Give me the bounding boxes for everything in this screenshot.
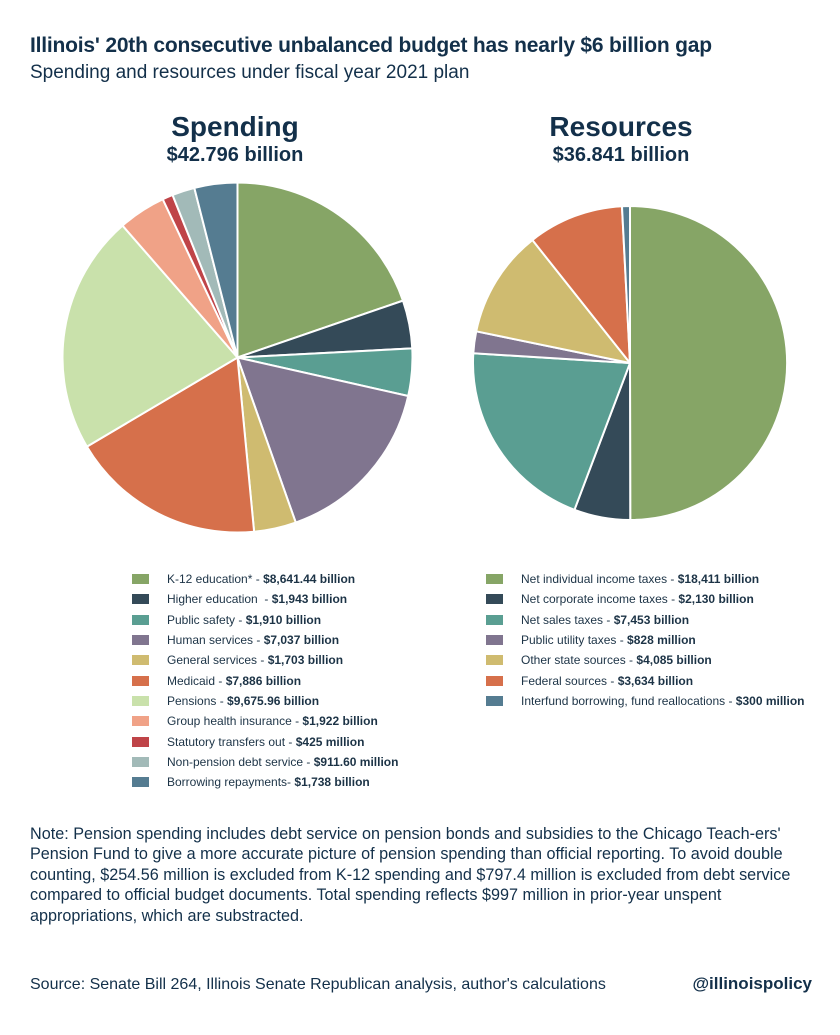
legend-value: $425 million: [295, 734, 365, 749]
spending-legend-item-pensions: Pensions - $9,675.96 billion: [132, 691, 398, 711]
legend-swatch: [132, 614, 149, 625]
spending-slice-k-12-education: [236, 181, 404, 359]
chart-title: Illinois' 20th consecutive unbalanced bu…: [30, 34, 712, 57]
legend-value: $1,703 billion: [267, 653, 344, 668]
resources-slice-interfund-borrowing-fund-reallocations: [620, 205, 631, 364]
legend-value: $828 million: [627, 633, 696, 648]
legend-label: Pensions -: [167, 693, 228, 708]
source-line: Source: Senate Bill 264, Illinois Senate…: [30, 976, 606, 993]
legend-label: Net sales taxes -: [521, 612, 614, 627]
legend-label: Net individual income taxes -: [521, 572, 678, 587]
spending-header: Spending $42.796 billion: [85, 112, 385, 168]
legend-label: K-12 education* -: [167, 572, 264, 587]
spending-legend: K-12 education* - $8,641.44 billion Highe…: [132, 569, 398, 792]
resources-legend-item-net-corporate-income-taxes: Net corporate income taxes - $2,130 bill…: [486, 589, 805, 609]
spending-slice-human-services: [236, 356, 410, 524]
resources-legend-item-federal-sources: Federal sources - $3,634 billion: [486, 670, 805, 690]
legend-swatch: [486, 594, 503, 605]
legend-value: $2,130 billion: [678, 592, 754, 607]
legend-swatch: [486, 614, 503, 625]
spending-legend-item-group-health-insurance: Group health insurance - $1,922 billion: [132, 711, 398, 731]
spending-pie-chart: [61, 181, 414, 534]
legend-swatch: [132, 756, 149, 767]
legend-label: Federal sources -: [521, 673, 618, 688]
resources-total: $36.841 billion: [552, 144, 690, 166]
resources-legend: Net individual income taxes - $18,411 bi…: [486, 569, 805, 711]
resources-header: Resources $36.841 billion: [471, 112, 771, 168]
legend-value: $8,641.44 billion: [263, 572, 356, 587]
legend-value: $4,085 billion: [636, 653, 712, 668]
legend-label: Borrowing repayments-: [167, 775, 295, 790]
spending-slice-pensions: [61, 224, 239, 448]
legend-label: Non-pension debt service -: [167, 754, 314, 769]
legend-label: Statutory transfers out -: [167, 734, 296, 749]
resources-slice-federal-sources: [531, 205, 631, 364]
spending-legend-item-human-services: Human services - $7,037 billion: [132, 630, 398, 650]
legend-value: $1,738 billion: [294, 775, 370, 790]
resources-slice-other-state-sources: [475, 239, 631, 364]
legend-label: Higher education -: [167, 592, 272, 607]
resources-slice-net-individual-income-taxes: [629, 205, 789, 521]
legend-value: $911.60 million: [313, 754, 399, 769]
resources-legend-item-interfund-borrowing-fund-reallocations: Interfund borrowing, fund reallocations …: [486, 691, 805, 711]
spending-legend-item-k-12-education: K-12 education* - $8,641.44 billion: [132, 569, 398, 589]
legend-swatch: [132, 777, 149, 788]
legend-value: $18,411 billion: [677, 572, 760, 587]
social-handle: @illinoispolicy: [692, 974, 812, 993]
legend-swatch: [486, 635, 503, 646]
spending-slice-borrowing-repayments: [193, 181, 239, 359]
legend-value: $9,675.96 billion: [227, 693, 320, 708]
spending-slice-medicaid: [85, 356, 256, 534]
resources-pie-chart: [471, 205, 789, 522]
legend-label: Net corporate income taxes -: [521, 592, 679, 607]
legend-swatch: [132, 675, 149, 686]
legend-label: Interfund borrowing, fund reallocations …: [521, 693, 736, 708]
legend-swatch: [486, 655, 503, 666]
resources-legend-item-net-sales-taxes: Net sales taxes - $7,453 billion: [486, 610, 805, 630]
legend-label: General services -: [167, 653, 268, 668]
legend-value: $7,886 billion: [225, 673, 302, 688]
legend-swatch: [132, 716, 149, 727]
resources-title: Resources: [549, 111, 693, 142]
spending-legend-item-general-services: General services - $1,703 billion: [132, 650, 398, 670]
footnote: Note: Pension spending includes debt ser…: [30, 825, 791, 925]
spending-legend-item-non-pension-debt-service: Non-pension debt service - $911.60 milli…: [132, 752, 398, 772]
legend-value: $3,634 billion: [617, 673, 694, 688]
legend-swatch: [486, 574, 503, 585]
legend-label: Medicaid -: [167, 673, 226, 688]
spending-legend-item-borrowing-repayments: Borrowing repayments- $1,738 billion: [132, 772, 398, 792]
resources-legend-item-other-state-sources: Other state sources - $4,085 billion: [486, 650, 805, 670]
legend-swatch: [486, 695, 503, 706]
legend-swatch: [132, 635, 149, 646]
legend-swatch: [132, 695, 149, 706]
legend-swatch: [132, 594, 149, 605]
spending-legend-item-higher-education: Higher education - $1,943 billion: [132, 589, 398, 609]
legend-value: $7,453 billion: [613, 612, 690, 627]
resources-slice-net-sales-taxes: [471, 352, 631, 511]
legend-value: $300 million: [735, 693, 805, 708]
legend-label: Group health insurance -: [167, 714, 303, 729]
spending-title: Spending: [171, 111, 299, 142]
legend-swatch: [132, 574, 149, 585]
spending-legend-item-public-safety: Public safety - $1,910 billion: [132, 610, 398, 630]
legend-value: $1,910 billion: [245, 612, 322, 627]
spending-total: $42.796 billion: [166, 144, 304, 166]
chart-subtitle: Spending and resources under fiscal year…: [30, 62, 470, 83]
resources-legend-item-public-utility-taxes: Public utility taxes - $828 million: [486, 630, 805, 650]
spending-legend-item-statutory-transfers-out: Statutory transfers out - $425 million: [132, 731, 398, 751]
legend-value: $1,922 billion: [302, 714, 378, 729]
legend-value: $1,943 billion: [271, 592, 348, 607]
legend-value: $7,037 billion: [263, 633, 340, 648]
legend-label: Human services -: [167, 633, 264, 648]
spending-legend-item-medicaid: Medicaid - $7,886 billion: [132, 670, 398, 690]
resources-legend-item-net-individual-income-taxes: Net individual income taxes - $18,411 bi…: [486, 569, 805, 589]
legend-label: Public utility taxes -: [521, 633, 628, 648]
legend-swatch: [486, 675, 503, 686]
legend-swatch: [132, 736, 149, 747]
legend-label: Other state sources -: [521, 653, 637, 668]
legend-swatch: [132, 655, 149, 666]
legend-label: Public safety -: [167, 612, 246, 627]
